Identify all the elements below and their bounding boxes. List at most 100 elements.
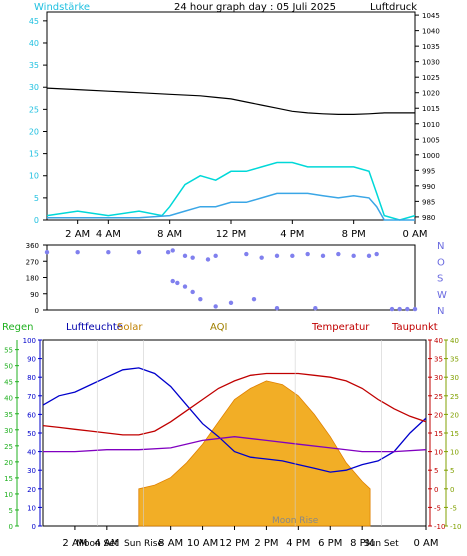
regen-tick-label: 0 xyxy=(9,523,13,531)
temperatur-tick-label: 35 xyxy=(434,356,443,364)
pressure-y-tick-label: 1005 xyxy=(422,136,440,144)
regen-tick-label: 30 xyxy=(4,427,13,435)
luftfeuchte-tick-label: 60 xyxy=(27,411,36,419)
direction-point xyxy=(405,306,410,312)
direction-point xyxy=(374,251,379,257)
direction-point xyxy=(336,251,341,257)
wind-series xyxy=(46,87,416,221)
regen-tick-label: 15 xyxy=(4,475,13,483)
taupunkt-tick-label: 0 xyxy=(450,486,454,494)
wind-y-tick-label: 10 xyxy=(29,172,39,181)
aqi-label: AQI xyxy=(210,322,228,333)
direction-point xyxy=(320,253,326,259)
direction-point xyxy=(213,304,218,309)
pressure-y-tick-label: 1010 xyxy=(422,121,440,129)
wind-y-tick-label: 40 xyxy=(29,39,39,48)
series-solar xyxy=(138,380,371,527)
pressure-y-tick-label: 995 xyxy=(422,167,435,175)
regen-tick-label: 20 xyxy=(4,459,13,467)
pressure-y-tick-label: 1000 xyxy=(422,152,440,160)
taupunkt-tick-label: 35 xyxy=(450,356,459,364)
wind-axis-title: Windstärke xyxy=(34,2,90,13)
wind-y-tick-label: 5 xyxy=(34,194,39,203)
compass-label: W xyxy=(437,290,447,301)
temperatur-label: Temperatur xyxy=(311,322,370,333)
regen-tick-label: 55 xyxy=(4,347,13,355)
luftfeuchte-tick-label: 90 xyxy=(27,356,36,364)
pressure-y-tick-label: 990 xyxy=(422,183,435,191)
temperature-x-tick-label: 12 PM xyxy=(219,538,250,549)
luftfeuchte-tick-label: 80 xyxy=(27,374,36,382)
wind-y-tick-label: 15 xyxy=(29,150,39,159)
direction-point xyxy=(228,300,234,305)
direction-point xyxy=(397,306,402,312)
pressure-y-tick-label: 1040 xyxy=(422,28,440,36)
wind-y-ticks: 0 5 10 15 20 25 30 35 40 45 xyxy=(29,17,47,225)
regen-tick-label: 50 xyxy=(4,363,13,371)
wind-y-tick-label: 45 xyxy=(29,17,39,26)
direction-point xyxy=(190,289,195,295)
taupunkt-y-ticks: -10 -5 0 5 10 15 20 25 30 35 40 xyxy=(444,337,461,531)
taupunkt-tick-label: 5 xyxy=(450,467,454,475)
temperatur-tick-label: 30 xyxy=(434,374,443,382)
wind-y-tick-label: 35 xyxy=(29,61,39,70)
direction-point xyxy=(165,250,171,255)
luftfeuchte-tick-label: 50 xyxy=(27,430,36,438)
direction-point xyxy=(198,296,203,302)
regen-y-ticks: 0 5 10 15 20 25 30 35 40 45 50 55 xyxy=(4,347,19,531)
temperature-x-tick-label: 6 PM xyxy=(318,538,342,549)
temperatur-tick-label: -5 xyxy=(434,504,441,512)
compass-label: N xyxy=(437,306,444,317)
direction-point xyxy=(351,253,356,259)
taupunkt-tick-label: 20 xyxy=(450,411,459,419)
wind-x-tick-label: 12 PM xyxy=(216,229,247,240)
taupunkt-tick-label: 25 xyxy=(450,393,459,401)
direction-point xyxy=(170,278,175,284)
regen-tick-label: 5 xyxy=(9,507,13,515)
direction-y-ticks: 0 90 180 270 360 xyxy=(26,242,47,315)
series-temperatur xyxy=(42,372,427,436)
wind-x-ticks: 2 AM 4 AM 8 AM 12 PM 4 PM 8 PM 0 AM xyxy=(65,220,428,240)
temperature-x-tick-label: 0 AM xyxy=(413,538,438,549)
direction-point xyxy=(182,284,188,289)
pressure-y-tick-label: 1030 xyxy=(422,59,440,67)
pressure-y-tick-label: 1015 xyxy=(422,105,440,113)
luftfeuchte-y-ticks: 0 10 20 30 40 50 60 70 80 90 100 xyxy=(23,337,42,531)
direction-point xyxy=(106,250,111,255)
pressure-axis-title: Luftdruck xyxy=(370,2,417,13)
direction-y-tick-label: 360 xyxy=(26,242,39,250)
luftfeuchte-tick-label: 0 xyxy=(32,523,36,531)
temperatur-tick-label: -10 xyxy=(434,523,445,531)
direction-point xyxy=(274,253,280,259)
regen-tick-label: 10 xyxy=(4,491,13,499)
temperature-x-tick-label: 4 AM xyxy=(94,538,119,549)
wind-x-tick-label: 4 PM xyxy=(280,229,304,240)
regen-tick-label: 45 xyxy=(4,379,13,387)
direction-point xyxy=(44,250,50,255)
taupunkt-tick-label: 30 xyxy=(450,374,459,382)
temperature-x-tick-label: 10 AM xyxy=(187,538,218,549)
direction-point xyxy=(305,251,310,257)
luftfeuchte-tick-label: 40 xyxy=(27,449,36,457)
chart-title: 24 hour graph day : 05 Juli 2025 xyxy=(174,2,336,13)
temperature-x-tick-label: 2 PM xyxy=(254,538,278,549)
taupunkt-label: Taupunkt xyxy=(391,322,438,333)
direction-point xyxy=(274,305,280,311)
temperatur-tick-label: 25 xyxy=(434,393,443,401)
luftfeuchte-tick-label: 20 xyxy=(27,486,36,494)
luftfeuchte-tick-label: 70 xyxy=(27,393,36,401)
temperatur-tick-label: 40 xyxy=(434,337,443,345)
direction-point xyxy=(190,255,195,260)
wind-y-tick-label: 25 xyxy=(29,105,39,114)
pressure-y-ticks: 980 985 990 995 1000 1005 1010 1015 1020 1025 1030… xyxy=(415,12,440,222)
direction-point xyxy=(244,251,249,257)
temperatur-tick-label: 15 xyxy=(434,430,443,438)
wind-x-tick-label: 2 AM xyxy=(65,229,90,240)
event-label: Moon Rise xyxy=(272,516,319,526)
pressure-y-tick-label: 1035 xyxy=(422,43,440,51)
pressure-y-tick-label: 1020 xyxy=(422,90,440,98)
series-luftdruck xyxy=(46,87,415,116)
solar-label: Solar xyxy=(117,322,143,333)
